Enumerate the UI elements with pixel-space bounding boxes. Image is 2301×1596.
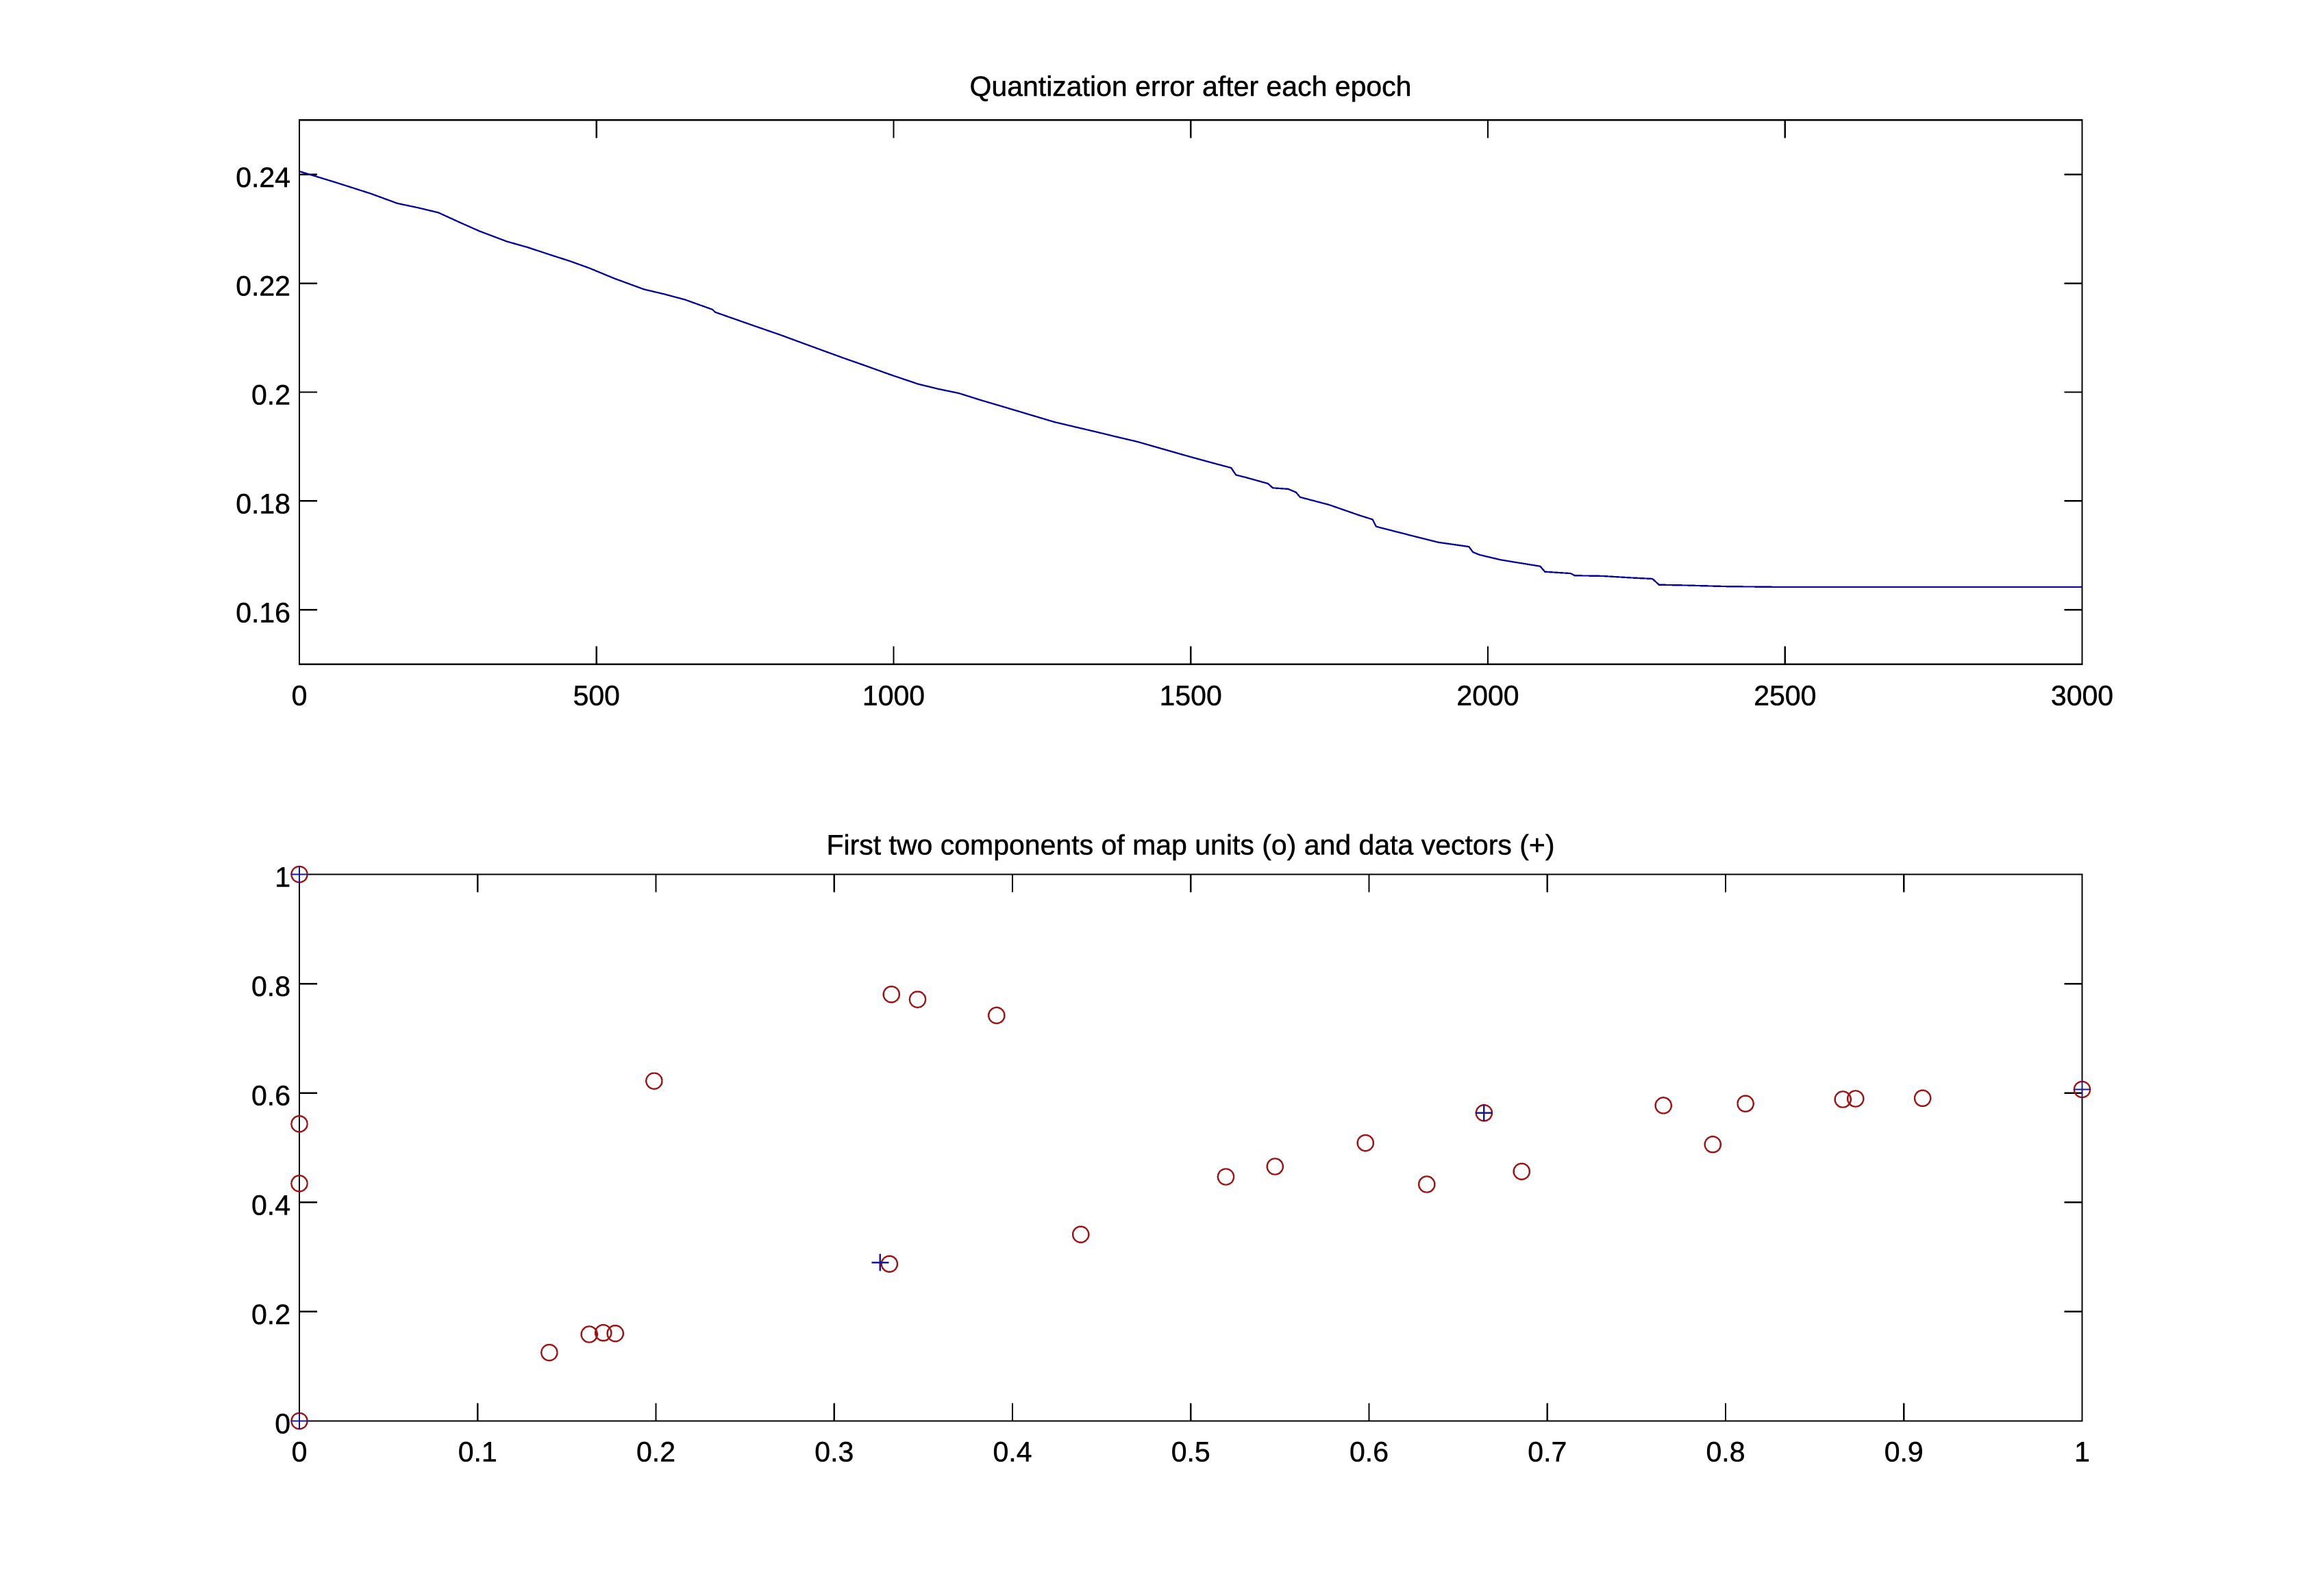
svg-text:0: 0 <box>275 1408 290 1440</box>
svg-text:First two components of map un: First two components of map units (o) an… <box>826 830 1554 861</box>
svg-text:Quantization error after each: Quantization error after each epoch <box>970 71 1412 102</box>
svg-text:0: 0 <box>292 680 308 712</box>
svg-text:0.8: 0.8 <box>1706 1436 1745 1468</box>
svg-text:0.2: 0.2 <box>251 379 290 411</box>
svg-text:0: 0 <box>292 1436 308 1468</box>
svg-text:0.9: 0.9 <box>1885 1436 1924 1468</box>
svg-text:0.4: 0.4 <box>993 1436 1032 1468</box>
svg-text:0.16: 0.16 <box>236 597 290 628</box>
svg-text:3000: 3000 <box>2051 680 2113 712</box>
svg-text:2500: 2500 <box>1754 680 1816 712</box>
svg-text:0.6: 0.6 <box>251 1080 290 1112</box>
svg-text:0.4: 0.4 <box>251 1189 290 1221</box>
svg-text:1500: 1500 <box>1160 680 1222 712</box>
svg-text:2000: 2000 <box>1456 680 1519 712</box>
svg-text:0.2: 0.2 <box>636 1436 675 1468</box>
svg-text:0.5: 0.5 <box>1171 1436 1210 1468</box>
svg-text:0.22: 0.22 <box>236 271 290 302</box>
svg-text:1000: 1000 <box>862 680 925 712</box>
svg-text:0.2: 0.2 <box>251 1299 290 1330</box>
svg-text:0.18: 0.18 <box>236 488 290 519</box>
svg-text:0.3: 0.3 <box>814 1436 854 1468</box>
svg-text:1: 1 <box>2074 1436 2090 1468</box>
svg-text:0.24: 0.24 <box>236 162 290 193</box>
svg-text:0.7: 0.7 <box>1528 1436 1567 1468</box>
svg-text:0.1: 0.1 <box>458 1436 497 1468</box>
svg-text:1: 1 <box>275 862 290 893</box>
svg-text:500: 500 <box>573 680 620 712</box>
svg-text:0.8: 0.8 <box>251 971 290 1002</box>
svg-text:0.6: 0.6 <box>1349 1436 1389 1468</box>
